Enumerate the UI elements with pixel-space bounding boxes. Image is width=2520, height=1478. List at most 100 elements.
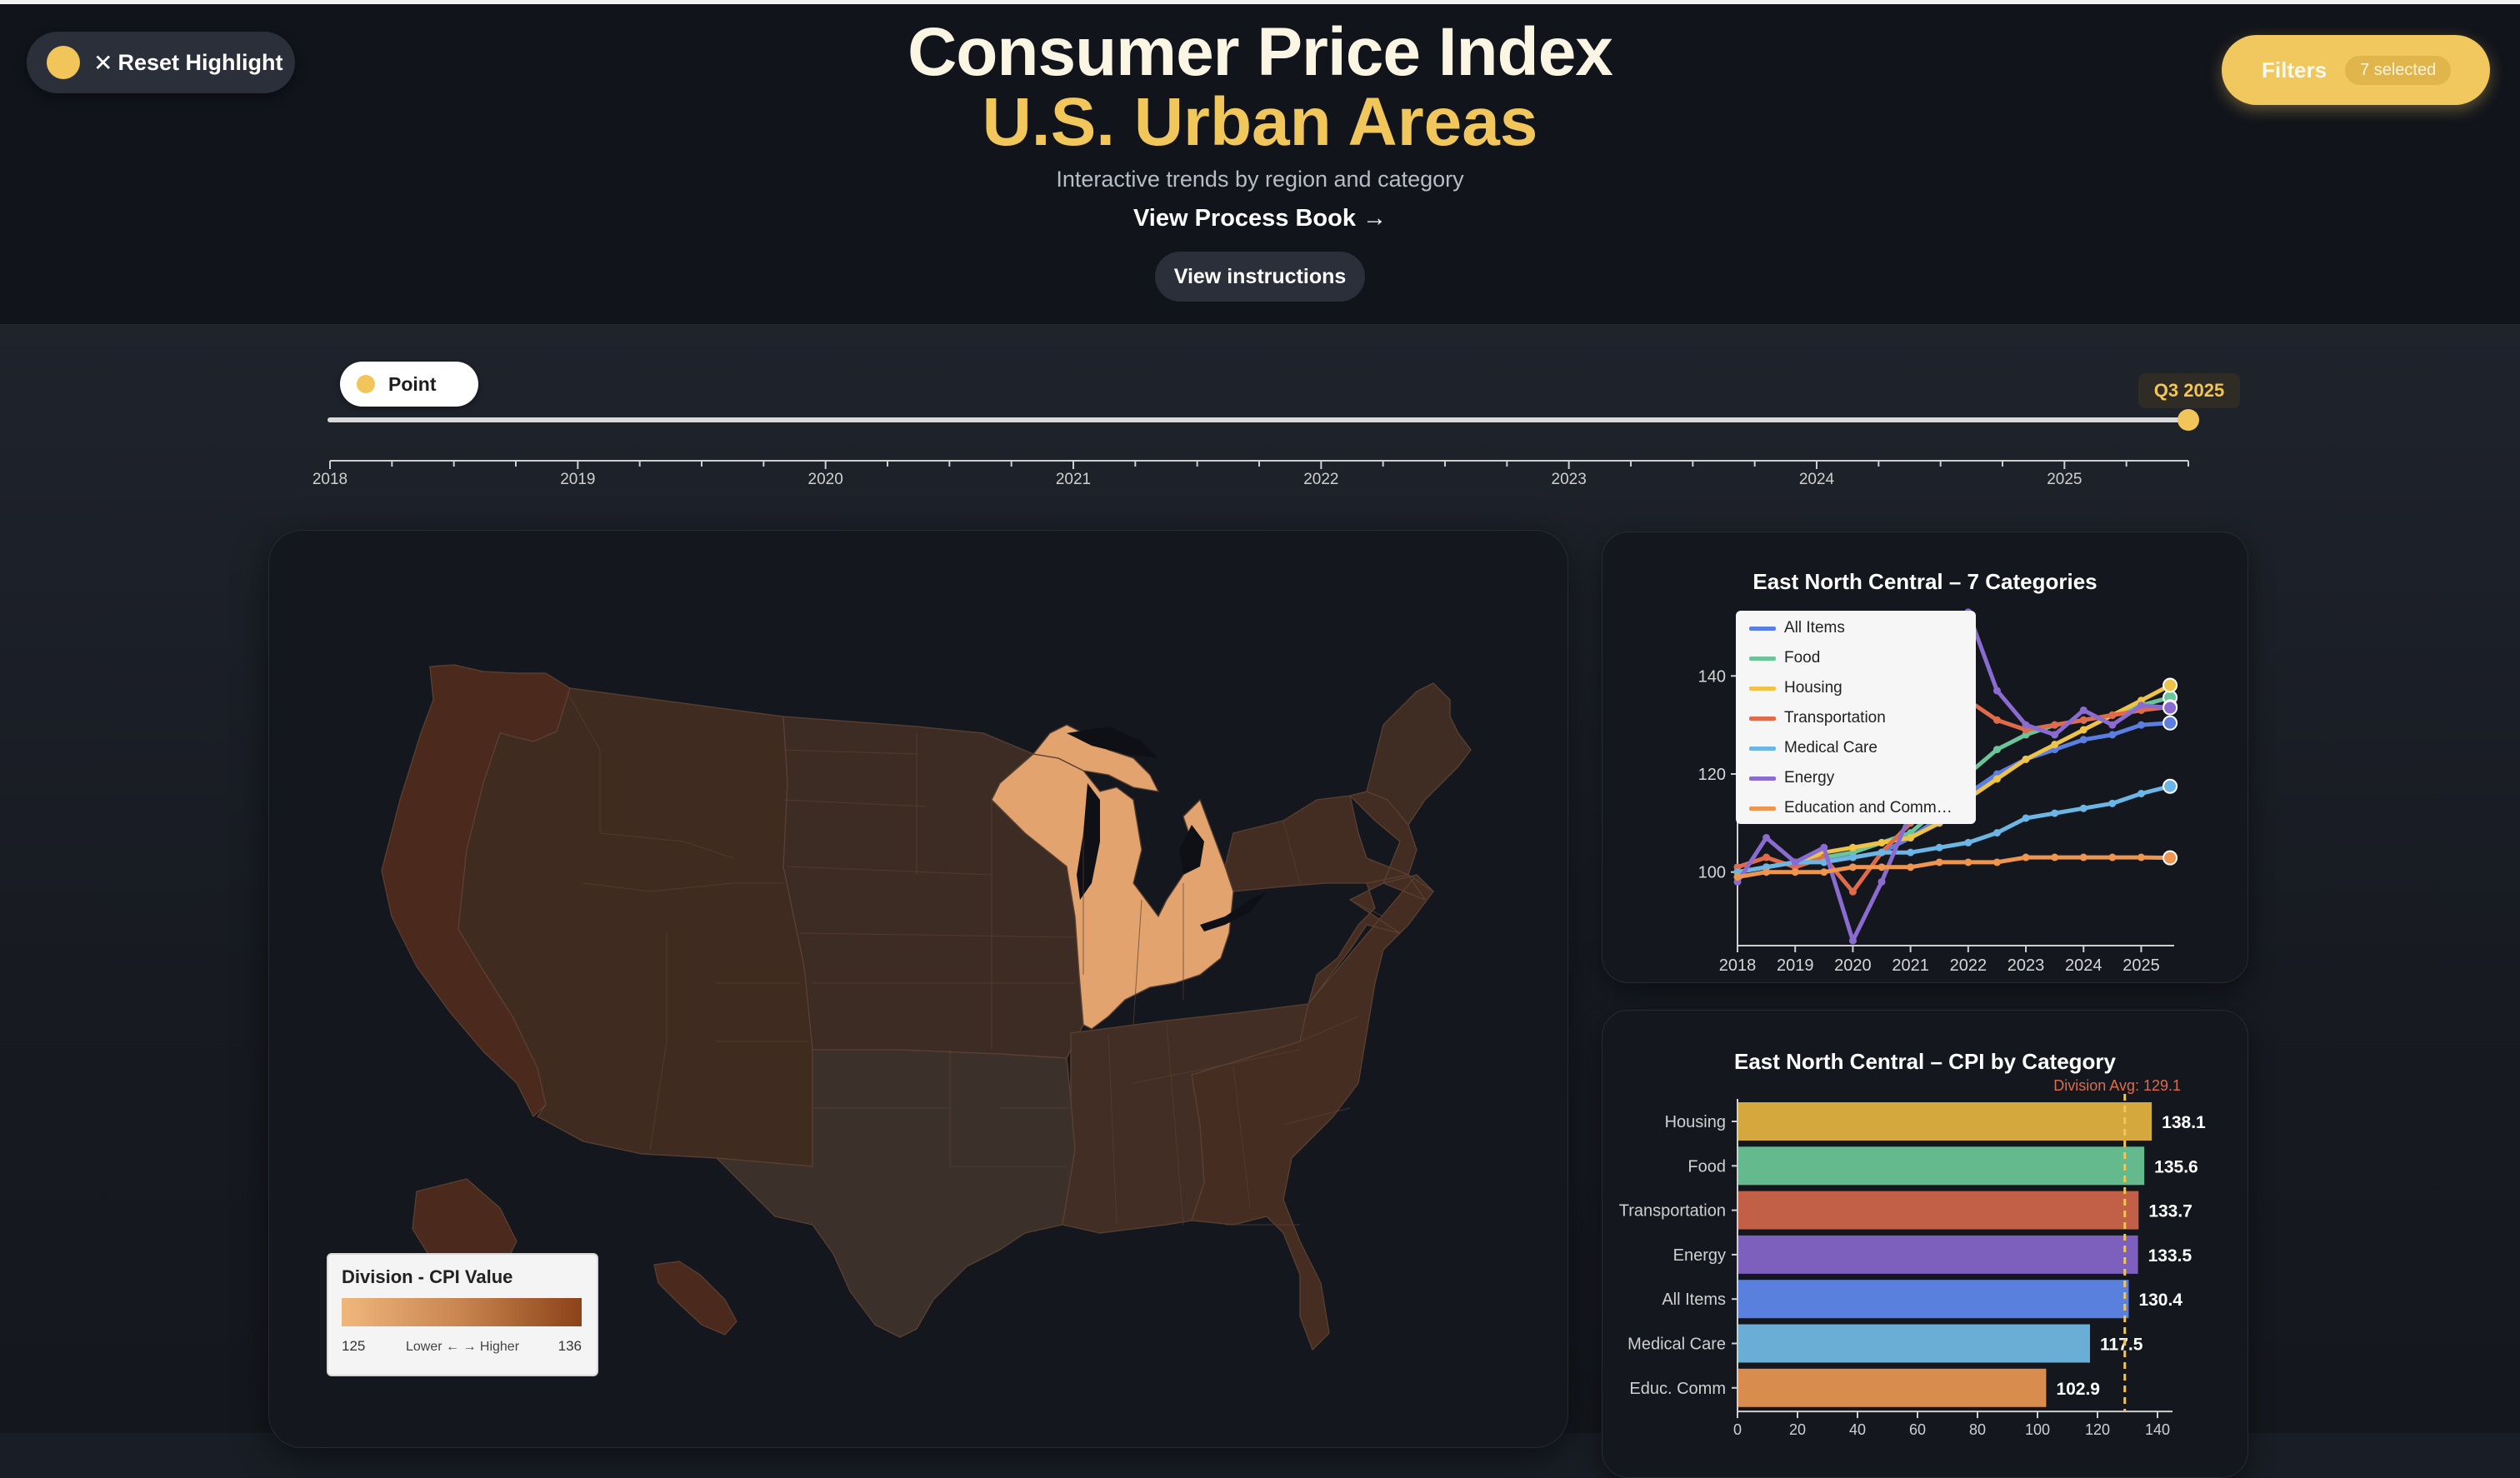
data-point[interactable] <box>2162 700 2178 716</box>
data-point[interactable] <box>1762 868 1771 876</box>
data-point[interactable] <box>2162 677 2178 693</box>
data-point[interactable] <box>2137 790 2145 798</box>
bar[interactable] <box>1738 1324 2090 1363</box>
data-point[interactable] <box>2108 853 2117 861</box>
bar-chart[interactable]: Housing 138.1 Food 135.6 Transportation 133.7… <box>1602 1011 2248 1477</box>
data-point[interactable] <box>2079 726 2088 734</box>
data-point[interactable] <box>2051 809 2059 817</box>
data-point[interactable] <box>1848 936 1857 945</box>
data-point[interactable] <box>1762 853 1771 861</box>
legend-item-all-items[interactable]: All Items <box>1749 616 1845 641</box>
data-point[interactable] <box>1848 863 1857 871</box>
bar-category-label: Medical Care <box>1628 1336 1726 1354</box>
timeline-handle[interactable] <box>2178 409 2199 431</box>
legend-max: 136 <box>558 1338 582 1354</box>
legend-item-transportation[interactable]: Transportation <box>1749 706 1886 731</box>
data-point[interactable] <box>1733 873 1742 881</box>
legend-item-education[interactable]: Education and Comm… <box>1749 796 1952 821</box>
x-tick-label: 120 <box>2085 1421 2110 1438</box>
timeline-year-label: 2018 <box>312 471 348 488</box>
legend-item-food[interactable]: Food <box>1749 646 1820 671</box>
data-point[interactable] <box>1964 858 1972 866</box>
data-point[interactable] <box>1848 887 1857 896</box>
data-point[interactable] <box>2022 755 2030 763</box>
bar-category-label: All Items <box>1662 1291 1726 1309</box>
bar[interactable] <box>1738 1235 2138 1274</box>
data-point[interactable] <box>1878 877 1886 886</box>
data-point[interactable] <box>2051 731 2059 739</box>
bar[interactable] <box>1738 1146 2145 1186</box>
legend-item-medical-care[interactable]: Medical Care <box>1749 736 1878 761</box>
data-point[interactable] <box>1791 868 1799 876</box>
data-point[interactable] <box>2108 799 2117 807</box>
data-point[interactable] <box>1935 843 1943 851</box>
data-point[interactable] <box>1878 838 1886 846</box>
series-line[interactable] <box>1737 784 2171 875</box>
legend-swatch <box>1749 716 1776 721</box>
point-mode-toggle[interactable]: Point <box>340 362 478 407</box>
series-line[interactable] <box>1737 855 2171 880</box>
timeline-year-label: 2021 <box>1056 471 1091 488</box>
data-point[interactable] <box>2079 736 2088 744</box>
legend-item-housing[interactable]: Housing <box>1749 676 1842 701</box>
data-point[interactable] <box>1878 848 1886 856</box>
data-point[interactable] <box>2137 721 2145 729</box>
data-point[interactable] <box>1992 775 2001 783</box>
data-point[interactable] <box>2108 711 2117 719</box>
view-instructions-button[interactable]: View instructions <box>1155 252 1365 302</box>
data-point[interactable] <box>2162 715 2178 731</box>
x-tick-label: 2025 <box>2122 956 2160 975</box>
data-point[interactable] <box>1992 746 2001 754</box>
data-point[interactable] <box>1964 838 1972 846</box>
x-tick-label: 2024 <box>2065 956 2102 975</box>
process-book-link[interactable]: View Process Book → <box>1132 205 1388 232</box>
bar[interactable] <box>1738 1280 2129 1319</box>
data-point[interactable] <box>1907 834 1915 842</box>
data-point[interactable] <box>1820 868 1828 876</box>
data-point[interactable] <box>1992 687 2001 695</box>
data-point[interactable] <box>2079 706 2088 714</box>
data-point[interactable] <box>2079 853 2088 861</box>
data-point[interactable] <box>2079 716 2088 724</box>
data-point[interactable] <box>2108 721 2117 729</box>
data-point[interactable] <box>2022 814 2030 822</box>
bar[interactable] <box>1738 1102 2152 1141</box>
legend-swatch <box>1749 656 1776 661</box>
data-point[interactable] <box>2137 702 2145 710</box>
legend-label: Energy <box>1784 769 1835 786</box>
data-point[interactable] <box>1935 858 1943 866</box>
data-point[interactable] <box>2108 731 2117 739</box>
x-tick-label: 2020 <box>1834 956 1872 975</box>
bar[interactable] <box>1738 1368 2047 1407</box>
data-point[interactable] <box>2162 850 2178 866</box>
data-point[interactable] <box>1762 834 1771 842</box>
data-point[interactable] <box>2022 853 2030 861</box>
data-point[interactable] <box>1907 863 1915 871</box>
x-tick-label: 2022 <box>1950 956 1988 975</box>
data-point[interactable] <box>1878 863 1886 871</box>
data-point[interactable] <box>1848 843 1857 851</box>
timeline-slider[interactable]: 2018 2019 2020 2021 2022 2023 2024 2025 <box>0 400 2520 500</box>
bar[interactable] <box>1738 1191 2139 1230</box>
data-point[interactable] <box>2051 741 2059 749</box>
line-chart-card: East North Central – 7 Categories 100 120… <box>1602 532 2248 983</box>
x-tick-label: 40 <box>1849 1421 1866 1438</box>
legend-item-energy[interactable]: Energy <box>1749 766 1834 791</box>
bar-chart-card: East North Central – CPI by Category Hou… <box>1602 1010 2248 1478</box>
data-point[interactable] <box>1820 843 1828 851</box>
reset-highlight-button[interactable]: ✕ Reset Highlight <box>27 32 295 93</box>
data-point[interactable] <box>1791 858 1799 866</box>
data-point[interactable] <box>2051 853 2059 861</box>
data-point[interactable] <box>2022 721 2030 729</box>
filters-button[interactable]: Filters 7 selected <box>2222 35 2490 105</box>
data-point[interactable] <box>2079 804 2088 812</box>
data-point[interactable] <box>1992 716 2001 724</box>
data-point[interactable] <box>2162 778 2178 794</box>
data-point[interactable] <box>2051 721 2059 729</box>
data-point[interactable] <box>1907 848 1915 856</box>
x-tick-label: 80 <box>1969 1421 1986 1438</box>
data-point[interactable] <box>2137 853 2145 861</box>
data-point[interactable] <box>1848 853 1857 861</box>
data-point[interactable] <box>1992 829 2001 837</box>
data-point[interactable] <box>1992 858 2001 866</box>
